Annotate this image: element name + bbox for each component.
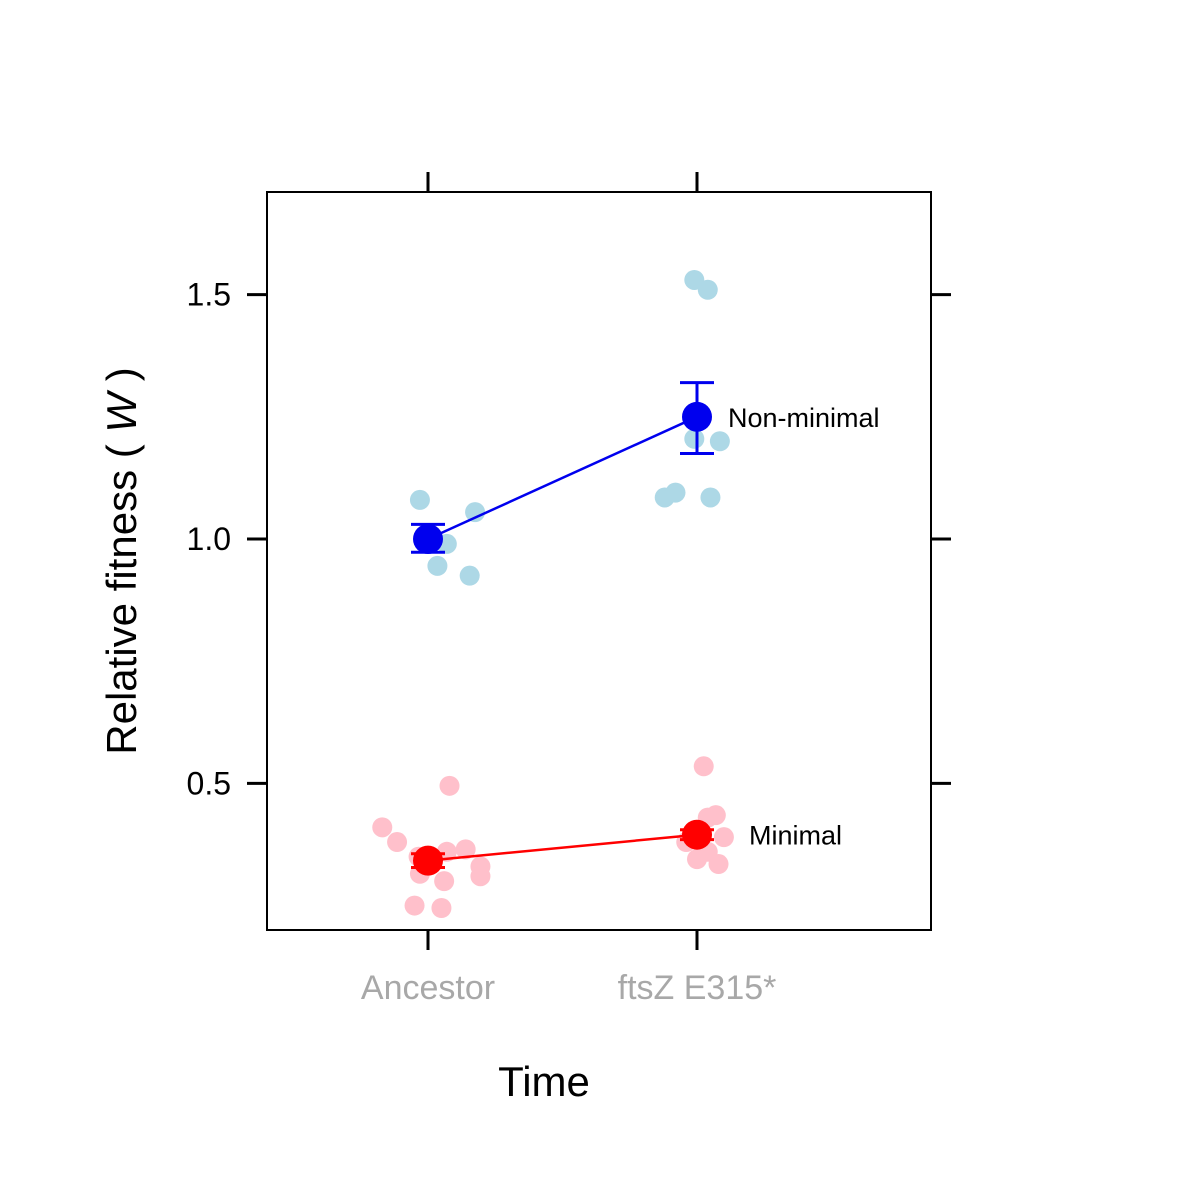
data-point [404, 895, 425, 916]
data-point [684, 428, 705, 449]
mean-point [413, 845, 443, 876]
mean-point [413, 524, 443, 555]
y-tick-label: 1.5 [187, 277, 231, 313]
x-tick-label: ftsZ E315* [618, 969, 777, 1007]
data-point [697, 279, 718, 300]
data-point [687, 849, 707, 870]
y-axis-title-prefix: Relative fitness ( [98, 433, 145, 755]
data-point [459, 565, 480, 586]
mean-point [682, 401, 712, 432]
data-point [700, 487, 721, 508]
data-point [409, 489, 430, 510]
y-axis-title-symbol: W [98, 390, 145, 433]
data-point [439, 775, 460, 796]
data-point [665, 482, 686, 503]
data-point [709, 431, 730, 452]
data-point [693, 756, 714, 777]
x-axis-title: Time [498, 1058, 590, 1105]
mean-lines [411, 381, 714, 876]
labels: Non-minimal Minimal [728, 403, 880, 851]
series-label: Minimal [749, 821, 842, 851]
y-axis-title: Relative fitness ( W ) [98, 367, 145, 754]
data-point [713, 827, 734, 848]
x-tick-label: Ancestor [361, 969, 495, 1007]
data-point [708, 854, 729, 875]
y-tick-label: 1.0 [187, 521, 231, 557]
data-point [434, 871, 455, 892]
raw-points [372, 269, 734, 919]
y-tick-label: 0.5 [187, 765, 231, 801]
axes: 0.5 1.0 1.5 Ancestor ftsZ E315* [187, 172, 951, 1007]
data-point [431, 898, 452, 919]
mean-point [682, 819, 712, 850]
data-point [465, 502, 486, 523]
mean-line [427, 415, 698, 541]
series-label: Non-minimal [728, 403, 880, 433]
data-point [705, 805, 726, 826]
data-point [372, 817, 393, 838]
data-point [387, 832, 408, 853]
plot-frame [266, 191, 932, 931]
data-point [455, 839, 476, 860]
mean-line [427, 833, 698, 862]
data-point [427, 555, 448, 576]
data-point [470, 866, 491, 887]
y-axis-title-suffix: ) [98, 367, 145, 393]
